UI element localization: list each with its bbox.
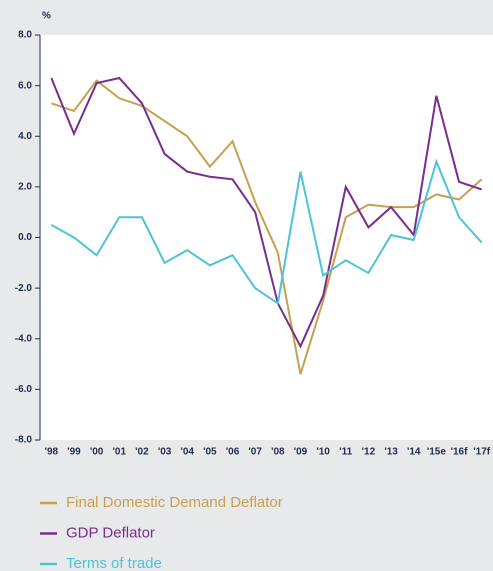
- x-tick-label: '02: [135, 447, 149, 458]
- x-tick-label: '06: [226, 447, 240, 458]
- y-tick-label: -2.0: [15, 283, 33, 294]
- series-line: [51, 79, 483, 375]
- y-tick-label: 4.0: [18, 131, 32, 142]
- x-tick-label: '99: [67, 447, 81, 458]
- x-tick-label: '05: [203, 447, 217, 458]
- x-tick-label: '00: [90, 447, 104, 458]
- x-tick-label: '15e: [427, 447, 447, 458]
- x-tick-label: '17f: [473, 447, 491, 458]
- x-tick-label: '08: [271, 447, 285, 458]
- legend-label: GDP Deflator: [66, 524, 155, 541]
- x-tick-label: '04: [180, 447, 194, 458]
- x-tick-label: '10: [316, 447, 330, 458]
- legend-label: Final Domestic Demand Deflator: [66, 494, 283, 511]
- y-tick-label: 2.0: [18, 182, 32, 193]
- y-tick-label: -4.0: [15, 333, 33, 344]
- x-tick-label: '11: [339, 447, 352, 458]
- x-tick-label: '07: [248, 447, 262, 458]
- x-tick-label: '14: [407, 447, 421, 458]
- series-line: [50, 76, 482, 349]
- legend-label: Terms of trade: [66, 555, 162, 571]
- y-tick-label: -8.0: [15, 435, 33, 446]
- x-tick-label: '98: [45, 447, 59, 458]
- x-tick-label: '01: [113, 447, 127, 458]
- x-tick-label: '03: [158, 447, 172, 458]
- x-tick-label: '09: [294, 447, 308, 458]
- x-tick-label: '16f: [451, 447, 469, 458]
- y-tick-label: 6.0: [18, 80, 32, 91]
- y-tick-label: 0.0: [18, 232, 32, 243]
- y-tick-label: 8.0: [18, 30, 32, 41]
- plot-area: [40, 35, 493, 440]
- x-tick-label: '13: [384, 447, 398, 458]
- y-tick-label: -6.0: [15, 384, 33, 395]
- series-line: [50, 158, 483, 306]
- x-tick-label: '12: [362, 447, 376, 458]
- y-axis-label: %: [42, 11, 51, 22]
